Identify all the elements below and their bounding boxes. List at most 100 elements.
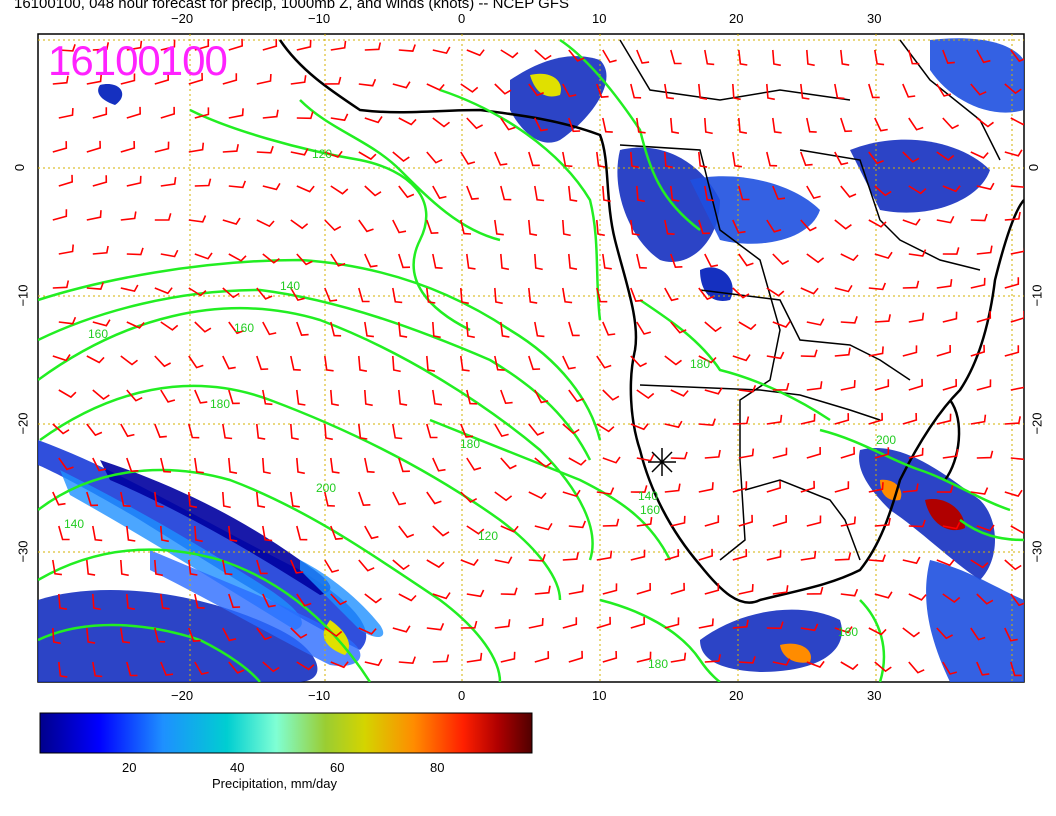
left-lat-label: −10	[15, 284, 31, 307]
wind-barb	[228, 321, 244, 335]
wind-barb	[902, 627, 920, 638]
wind-barb	[256, 627, 272, 641]
wind-barb	[426, 491, 442, 505]
contour-label: 140	[280, 279, 300, 293]
wind-barb	[772, 514, 788, 527]
wind-barb	[500, 117, 516, 131]
wind-barb	[562, 219, 571, 237]
wind-barb	[52, 627, 61, 645]
wind-barb	[602, 389, 620, 401]
wind-barb	[228, 38, 244, 51]
wind-barb	[908, 378, 924, 391]
colorbar-tick: 20	[122, 760, 137, 775]
wind-barb	[92, 42, 110, 51]
wind-barb	[58, 316, 77, 325]
wind-barb	[664, 83, 674, 100]
wind-barb	[494, 287, 503, 305]
wind-barb	[426, 287, 436, 304]
wind-barb	[358, 78, 377, 87]
wind-barb	[58, 593, 68, 610]
wind-barb	[1010, 246, 1024, 255]
wind-barb	[772, 117, 782, 134]
wind-barb	[290, 287, 305, 302]
wind-barb	[194, 593, 205, 609]
wind-barb	[908, 661, 925, 674]
wind-barb	[976, 379, 992, 391]
wind-barb	[670, 117, 680, 134]
wind-barb	[942, 593, 961, 604]
wind-barb	[330, 113, 349, 122]
wind-barb	[766, 151, 778, 167]
wind-barb	[494, 151, 508, 166]
wind-barb	[392, 355, 401, 373]
wind-barb	[602, 49, 617, 64]
wind-barb	[698, 287, 715, 301]
wind-barb	[188, 355, 204, 369]
top-lon-label: −10	[308, 11, 331, 26]
wind-barb	[500, 587, 518, 596]
wind-barb	[738, 514, 754, 527]
wind-barb	[840, 661, 859, 671]
wind-barb	[194, 107, 210, 119]
wind-barb	[936, 627, 953, 640]
wind-barb	[772, 585, 789, 595]
wind-barb	[290, 423, 299, 441]
wind-barb	[160, 321, 179, 331]
wind-barb	[534, 523, 553, 531]
wind-barb	[120, 140, 136, 153]
colorbar-label: Precipitation, mm/day	[212, 776, 337, 791]
wind-barb	[194, 389, 208, 404]
wind-barb	[52, 491, 66, 506]
wind-barb	[228, 593, 241, 609]
wind-barb	[630, 549, 646, 561]
wind-barb	[800, 83, 810, 100]
wind-barb	[290, 559, 304, 574]
wind-barb	[460, 620, 478, 629]
wind-barb	[262, 661, 280, 673]
wind-barb	[840, 185, 857, 198]
wind-barb	[120, 211, 137, 221]
wind-barb	[358, 491, 371, 507]
wind-barb	[92, 661, 103, 678]
wind-barb	[494, 491, 513, 502]
wind-barb	[698, 418, 716, 427]
wind-barb	[602, 185, 611, 203]
wind-barb	[636, 321, 652, 335]
wind-barb	[432, 389, 443, 406]
wind-barb	[704, 387, 723, 395]
contour-label: 180	[648, 657, 668, 671]
wind-barb	[398, 593, 417, 602]
wind-barb	[942, 49, 955, 64]
wind-barb	[698, 219, 710, 235]
wind-barb	[806, 515, 822, 527]
wind-barb	[154, 72, 170, 85]
wind-barb	[358, 287, 370, 303]
wind-barb	[704, 49, 715, 66]
wind-barb	[296, 457, 305, 475]
wind-barb	[324, 76, 342, 85]
wind-barb	[874, 591, 893, 599]
wind-barb	[290, 627, 308, 639]
wind-barb	[160, 593, 170, 610]
wind-barb	[154, 287, 173, 295]
wind-barb	[636, 117, 646, 134]
wind-barb	[970, 83, 987, 96]
wind-barb	[806, 49, 815, 67]
wind-barb	[568, 49, 585, 62]
wind-barb	[868, 412, 884, 425]
wind-barb	[460, 287, 469, 305]
wind-barb	[800, 550, 817, 561]
wind-barb	[704, 654, 721, 663]
wind-barb	[1010, 457, 1024, 461]
wind-barb	[738, 448, 755, 459]
wind-barb	[426, 622, 445, 631]
wind-barb	[494, 619, 511, 629]
wind-barb	[222, 627, 237, 642]
wind-barb	[392, 491, 407, 506]
precip-bands	[38, 38, 1024, 682]
location-marker	[648, 448, 676, 476]
colorbar-tick: 40	[230, 760, 245, 775]
wind-barb	[154, 141, 170, 153]
wind-barb	[1004, 559, 1022, 571]
wind-barb	[670, 652, 687, 663]
